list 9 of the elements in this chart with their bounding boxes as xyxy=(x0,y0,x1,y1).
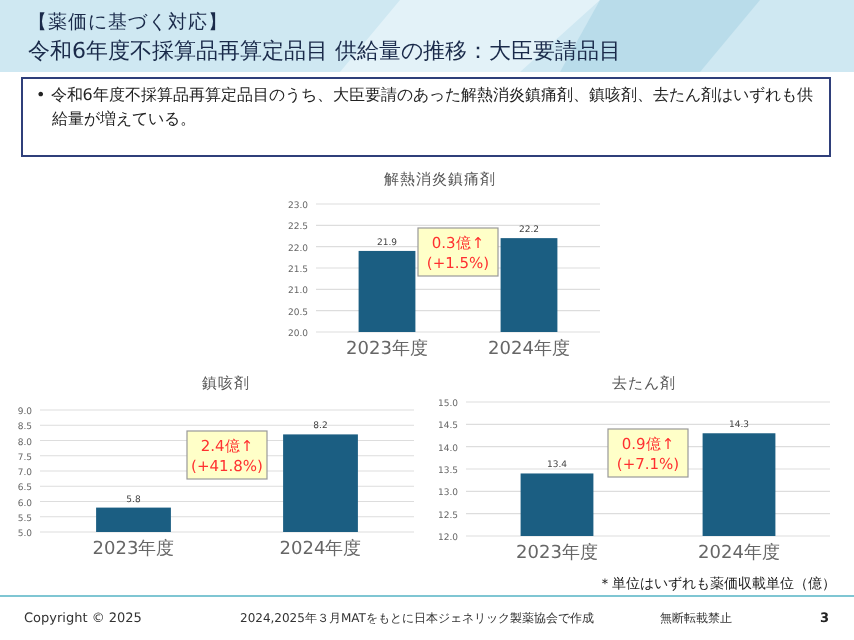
x-tick-label: 2024年度 xyxy=(488,338,570,360)
x-tick-label: 2024年度 xyxy=(698,542,780,564)
x-tick-label: 2023年度 xyxy=(516,542,598,564)
x-tick-label: 2024年度 xyxy=(279,538,362,560)
x-tick-label: 2023年度 xyxy=(346,338,428,360)
x-tick-label: 2023年度 xyxy=(92,538,175,560)
text: • 令和6年度不採算品再算定品目のうち、大臣要請のあった解熱消炎鎮痛剤、鎮咳剤、去たん剤はいずれも供給量が増えている。 xyxy=(34,84,815,132)
text: 令和6年度不採算品再算定品目 供給量の推移：大臣要請品目 xyxy=(28,38,621,64)
text: 【薬価に基づく対応】 xyxy=(28,10,228,34)
